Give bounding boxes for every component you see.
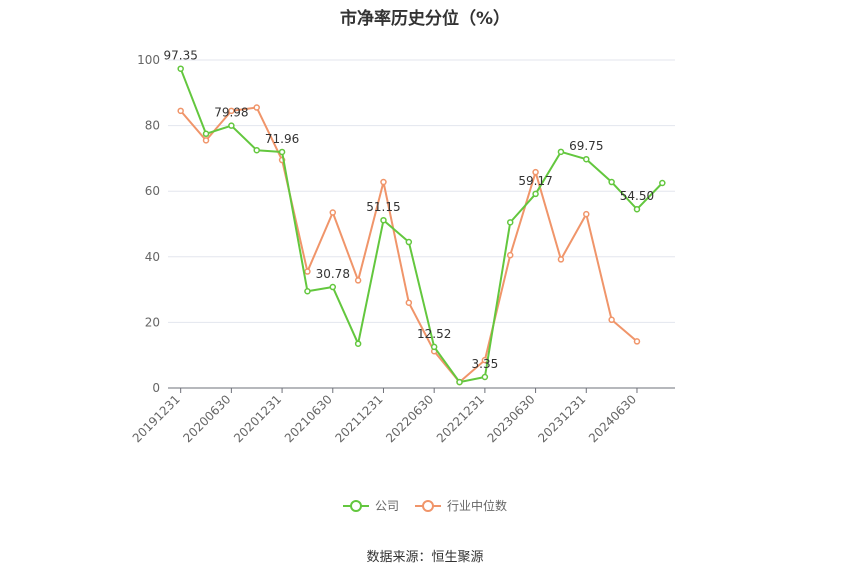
- y-tick-label-60: 60: [145, 184, 160, 198]
- source-note: 数据来源：恒生聚源: [366, 550, 484, 565]
- legend-industry-label: 行业中位数: [447, 499, 508, 513]
- point-company-20240630: [633, 205, 641, 213]
- y-tick-label-80: 80: [145, 119, 160, 133]
- x-tick-label-20221231: 20221231: [434, 392, 487, 445]
- x-tick-label-20231231: 20231231: [535, 392, 588, 445]
- point-industry-median-20210930: [354, 277, 362, 284]
- point-industry-median-20200331: [202, 137, 210, 144]
- data-label-company-20230630: 59.17: [518, 174, 552, 188]
- x-tick-label-20210630: 20210630: [282, 392, 335, 445]
- y-tick-label-100: 100: [137, 53, 160, 67]
- point-company-20200630: [228, 122, 235, 129]
- data-labels: 97.35 79.98 71.96 30.78 51.15 12.52 3.35 59.17 6…: [163, 49, 654, 371]
- point-industry-median-20210630: [329, 209, 337, 216]
- data-label-company-20220630: 12.52: [417, 327, 451, 341]
- point-industry-median-20210331: [304, 268, 311, 275]
- legend: 公司 行业中位数: [0, 497, 850, 514]
- point-company-20230930: [557, 148, 565, 156]
- point-company-20220930: [456, 378, 463, 386]
- x-tick-label-20201231: 20201231: [231, 392, 284, 445]
- point-industry-median-20200630: [228, 107, 235, 115]
- point-industry-median-20220331: [405, 299, 413, 306]
- chart-title: 市净率历史分位（%）: [339, 9, 511, 29]
- point-industry-median-20230331: [506, 251, 514, 259]
- data-label-company-20240630: 54.50: [620, 189, 654, 203]
- point-company-20230630: [532, 190, 539, 198]
- axes: 0204060801002019123120200630202012312021…: [130, 53, 675, 445]
- point-company-20200331: [202, 130, 210, 138]
- x-tick-label-20200630: 20200630: [180, 392, 233, 445]
- point-company-20210630: [329, 283, 337, 291]
- point-company-20210331: [304, 287, 311, 295]
- y-tick-label-0: 0: [152, 381, 160, 395]
- x-tick-label-20230630: 20230630: [485, 392, 538, 445]
- point-company-20240331: [608, 178, 615, 186]
- data-label-company-20210630: 30.78: [316, 267, 350, 281]
- point-company-20220630: [430, 343, 438, 351]
- point-company-20211231: [380, 216, 387, 224]
- legend-industry-marker-icon: [415, 499, 441, 513]
- point-industry-median-20240331: [608, 316, 615, 324]
- point-industry-median-20211231: [380, 178, 387, 186]
- point-company-20210930: [354, 340, 362, 347]
- legend-item-industry-median[interactable]: 行业中位数: [415, 497, 507, 514]
- point-company-20230331: [506, 219, 514, 226]
- legend-company-label: 公司: [374, 499, 399, 513]
- data-label-company-20221231: 3.35: [472, 357, 499, 371]
- point-company-20240930: [659, 179, 666, 187]
- y-tick-label-20: 20: [145, 315, 160, 329]
- point-company-20220331: [405, 238, 413, 246]
- grid-lines: [168, 59, 675, 323]
- legend-company-marker-icon: [342, 499, 369, 513]
- point-company-20221231: [481, 373, 489, 381]
- point-company-20201231: [278, 148, 286, 156]
- data-label-company-20200630: 79.98: [214, 106, 248, 120]
- point-industry-median-20230930: [557, 256, 565, 263]
- point-industry-median-20240630: [633, 338, 641, 345]
- x-tick-label-20191231: 20191231: [130, 392, 183, 445]
- data-label-company-20231231: 69.75: [569, 139, 603, 153]
- x-tick-label-20220630: 20220630: [383, 392, 436, 445]
- x-tick-label-20240630: 20240630: [586, 392, 639, 445]
- series: [177, 65, 666, 386]
- x-tick-label-20211231: 20211231: [333, 392, 386, 445]
- point-company-20200930: [253, 146, 260, 154]
- data-label-company-20211231: 51.15: [366, 200, 400, 214]
- series-line-company: [179, 68, 664, 384]
- data-label-company-20201231: 71.96: [265, 132, 299, 146]
- y-tick-label-40: 40: [145, 250, 160, 264]
- point-industry-median-20191231: [177, 107, 184, 115]
- legend-item-company[interactable]: 公司: [342, 497, 399, 514]
- data-label-company-20191231: 97.35: [163, 49, 197, 63]
- point-industry-median-20231231: [583, 210, 590, 218]
- point-industry-median-20200930: [253, 104, 260, 111]
- point-company-20191231: [177, 65, 184, 72]
- point-industry-median-20230630: [532, 168, 539, 176]
- point-company-20231231: [583, 155, 590, 163]
